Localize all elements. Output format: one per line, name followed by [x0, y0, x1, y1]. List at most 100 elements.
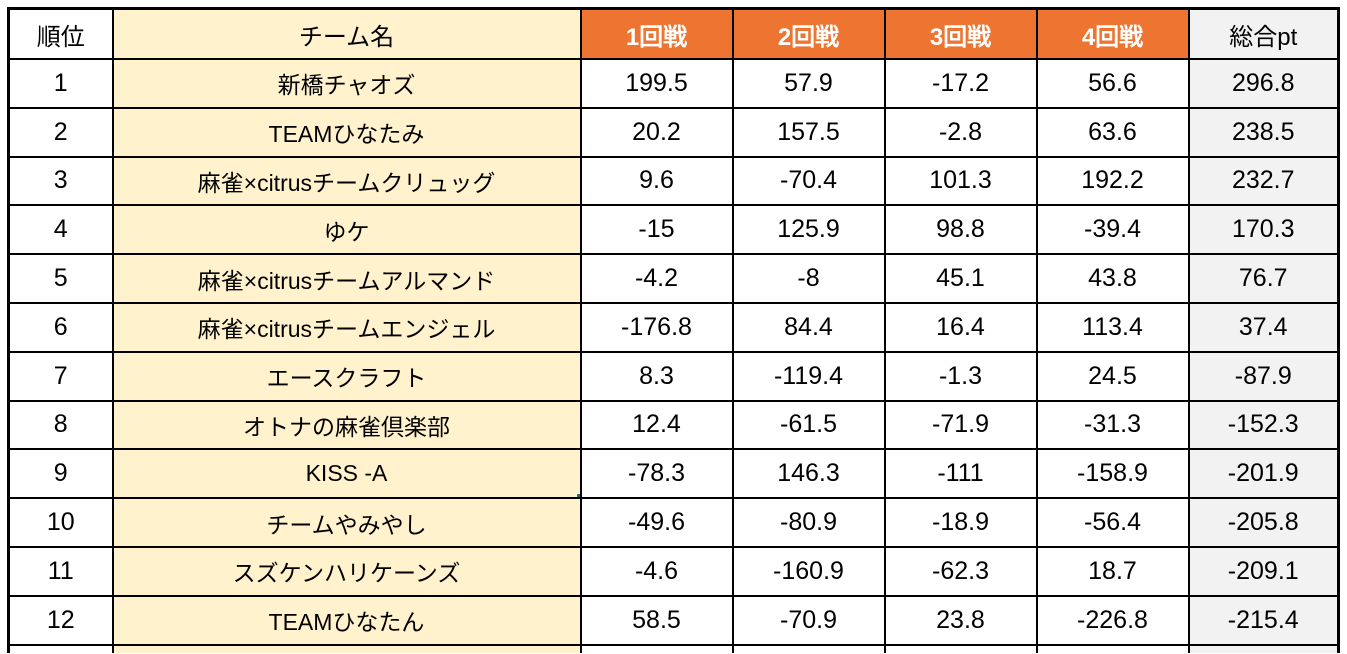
- cell-round-4[interactable]: -39.4: [1035, 204, 1190, 256]
- cell-round-4[interactable]: -56.4: [1035, 497, 1190, 548]
- cell-round-2[interactable]: 157.5: [731, 106, 886, 158]
- cell-round-4[interactable]: 113.4: [1035, 301, 1190, 353]
- cell-total[interactable]: 76.7: [1187, 253, 1340, 304]
- cell-round-1[interactable]: 58.5: [579, 594, 734, 646]
- cell-team[interactable]: TEAMひなたみ: [111, 106, 582, 158]
- cell-team[interactable]: 麻雀×citrusチームアルマンド: [111, 253, 582, 304]
- partial-row: [7, 643, 1340, 653]
- cell-round-2[interactable]: -70.4: [731, 155, 886, 207]
- cell-round-2[interactable]: 125.9: [731, 204, 886, 256]
- cell-total[interactable]: 170.3: [1187, 204, 1340, 256]
- cell-round-4[interactable]: -226.8: [1035, 594, 1190, 646]
- cell-rank[interactable]: 6: [7, 301, 114, 353]
- cell-total[interactable]: 238.5: [1187, 106, 1340, 158]
- cell-team[interactable]: 麻雀×citrusチームクリュッグ: [111, 155, 582, 207]
- cell-round-1[interactable]: -15: [579, 204, 734, 256]
- cell-total[interactable]: -201.9: [1187, 448, 1340, 500]
- cell-total[interactable]: 37.4: [1187, 301, 1340, 353]
- cell-round-1[interactable]: 199.5: [579, 58, 734, 109]
- cell-team[interactable]: TEAMひなたん: [111, 594, 582, 646]
- cell-round-2[interactable]: -80.9: [731, 497, 886, 548]
- cell-round-1[interactable]: 12.4: [579, 399, 734, 451]
- cell-total[interactable]: 296.8: [1187, 58, 1340, 109]
- header-rank[interactable]: 順位: [7, 7, 114, 60]
- cell-round-2[interactable]: -61.5: [731, 399, 886, 451]
- header-round-2[interactable]: 2回戦: [731, 7, 886, 60]
- cell-round-4[interactable]: 18.7: [1035, 545, 1190, 597]
- cell-round-3[interactable]: 23.8: [883, 594, 1038, 646]
- cell-round-2[interactable]: -8: [731, 253, 886, 304]
- cell-rank[interactable]: 7: [7, 350, 114, 402]
- cell-round-4[interactable]: -158.9: [1035, 448, 1190, 500]
- cell-round-2[interactable]: -70.9: [731, 594, 886, 646]
- cell-rank[interactable]: 1: [7, 58, 114, 109]
- cell-round-2[interactable]: 84.4: [731, 301, 886, 353]
- cell-team[interactable]: スズケンハリケーンズ: [111, 545, 582, 597]
- header-round-3[interactable]: 3回戦: [883, 7, 1038, 60]
- header-round-4[interactable]: 4回戦: [1035, 7, 1190, 60]
- table-row: 7 エースクラフト 8.3 -119.4 -1.3 24.5 -87.9: [7, 350, 1340, 402]
- cell-rank[interactable]: 5: [7, 253, 114, 304]
- cell-round-1[interactable]: -49.6: [579, 497, 734, 548]
- cell-round-3[interactable]: 45.1: [883, 253, 1038, 304]
- header-team[interactable]: チーム名: [111, 7, 582, 60]
- cell-team[interactable]: KISS -A: [111, 448, 582, 500]
- partial-cell-round: [883, 643, 1038, 653]
- cell-round-3[interactable]: -18.9: [883, 497, 1038, 548]
- cell-round-3[interactable]: -1.3: [883, 350, 1038, 402]
- table-row: 10 チームやみやし -49.6 -80.9 -18.9 -56.4 -205.…: [7, 497, 1340, 548]
- cell-round-3[interactable]: 16.4: [883, 301, 1038, 353]
- cell-round-2[interactable]: 146.3: [731, 448, 886, 500]
- cell-round-3[interactable]: -2.8: [883, 106, 1038, 158]
- cell-total[interactable]: -205.8: [1187, 497, 1340, 548]
- partial-cell-round: [731, 643, 886, 653]
- partial-row-container: [7, 643, 1340, 653]
- cell-round-4[interactable]: 56.6: [1035, 58, 1190, 109]
- cell-round-1[interactable]: -4.2: [579, 253, 734, 304]
- cell-rank[interactable]: 9: [7, 448, 114, 500]
- cell-round-1[interactable]: -78.3: [579, 448, 734, 500]
- cell-team[interactable]: エースクラフト: [111, 350, 582, 402]
- cell-rank[interactable]: 8: [7, 399, 114, 451]
- cell-team[interactable]: ゆケ: [111, 204, 582, 256]
- cell-round-2[interactable]: 57.9: [731, 58, 886, 109]
- header-round-1[interactable]: 1回戦: [579, 7, 734, 60]
- cell-total[interactable]: -209.1: [1187, 545, 1340, 597]
- cell-round-3[interactable]: -111: [883, 448, 1038, 500]
- cell-round-3[interactable]: -62.3: [883, 545, 1038, 597]
- table-row: 5 麻雀×citrusチームアルマンド -4.2 -8 45.1 43.8 76…: [7, 253, 1340, 304]
- cell-round-4[interactable]: -31.3: [1035, 399, 1190, 451]
- cell-team[interactable]: チームやみやし: [111, 497, 582, 548]
- cell-rank[interactable]: 4: [7, 204, 114, 256]
- cell-round-4[interactable]: 63.6: [1035, 106, 1190, 158]
- cell-round-4[interactable]: 43.8: [1035, 253, 1190, 304]
- cell-round-4[interactable]: 24.5: [1035, 350, 1190, 402]
- cell-round-1[interactable]: -4.6: [579, 545, 734, 597]
- cell-round-1[interactable]: -176.8: [579, 301, 734, 353]
- cell-rank[interactable]: 2: [7, 106, 114, 158]
- cell-round-4[interactable]: 192.2: [1035, 155, 1190, 207]
- cell-total[interactable]: -215.4: [1187, 594, 1340, 646]
- cell-round-3[interactable]: -17.2: [883, 58, 1038, 109]
- cell-rank[interactable]: 10: [7, 497, 114, 548]
- cell-rank[interactable]: 11: [7, 545, 114, 597]
- cell-team[interactable]: 新橋チャオズ: [111, 58, 582, 109]
- cell-round-2[interactable]: -160.9: [731, 545, 886, 597]
- cell-team[interactable]: 麻雀×citrusチームエンジェル: [111, 301, 582, 353]
- cell-team[interactable]: オトナの麻雀倶楽部: [111, 399, 582, 451]
- cell-total[interactable]: 232.7: [1187, 155, 1340, 207]
- cell-round-1[interactable]: 8.3: [579, 350, 734, 402]
- cell-round-3[interactable]: 101.3: [883, 155, 1038, 207]
- partial-cell-round: [1035, 643, 1190, 653]
- header-total[interactable]: 総合pt: [1187, 7, 1340, 60]
- cell-total[interactable]: -152.3: [1187, 399, 1340, 451]
- cell-total[interactable]: -87.9: [1187, 350, 1340, 402]
- cell-round-3[interactable]: 98.8: [883, 204, 1038, 256]
- cell-round-1[interactable]: 20.2: [579, 106, 734, 158]
- fill-handle[interactable]: [575, 493, 579, 497]
- cell-rank[interactable]: 12: [7, 594, 114, 646]
- cell-round-2[interactable]: -119.4: [731, 350, 886, 402]
- cell-round-1[interactable]: 9.6: [579, 155, 734, 207]
- cell-rank[interactable]: 3: [7, 155, 114, 207]
- cell-round-3[interactable]: -71.9: [883, 399, 1038, 451]
